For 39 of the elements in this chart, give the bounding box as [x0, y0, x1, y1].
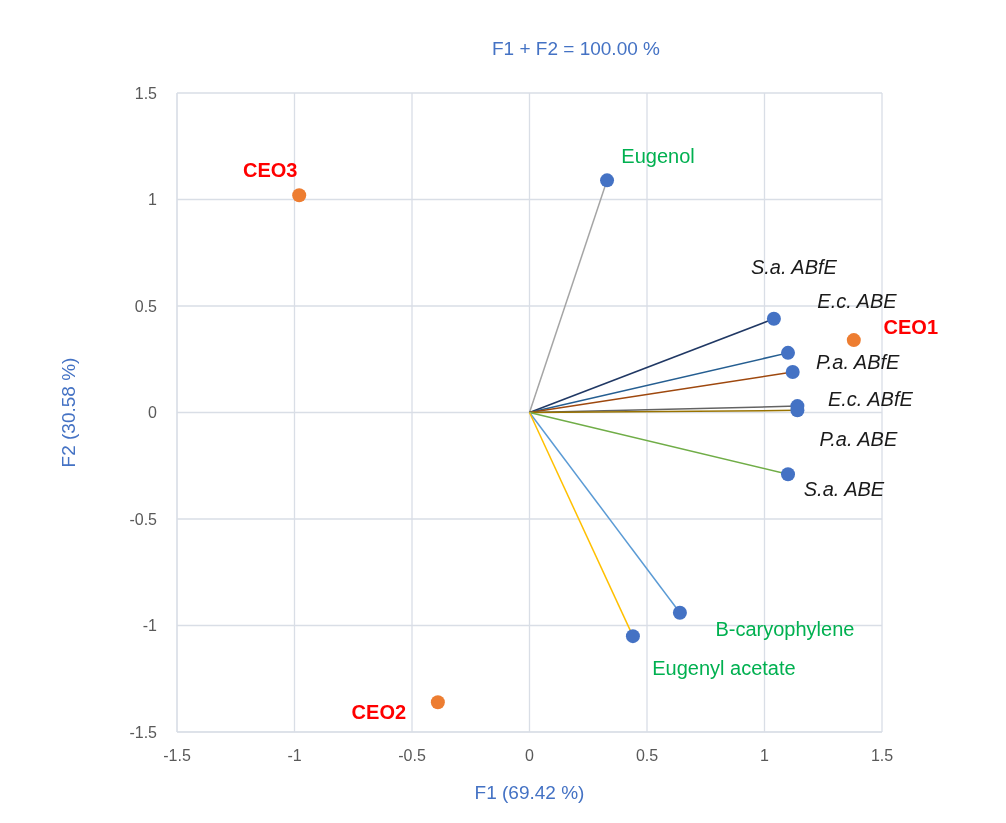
point	[430, 695, 445, 710]
x-tick-label: -0.5	[398, 747, 426, 765]
point	[600, 173, 615, 188]
annotation: CEO1	[883, 316, 939, 339]
y-tick-label: 0.5	[134, 297, 158, 315]
annotation: B-caryophylene	[715, 617, 855, 640]
annotation: Eugenol	[621, 145, 695, 168]
annotation: E.c. ABE	[817, 289, 898, 312]
point	[766, 311, 781, 326]
point	[781, 467, 795, 482]
point	[846, 333, 861, 348]
x-tick-label: 1.5	[870, 747, 894, 765]
y-tick-label: 1.5	[134, 84, 158, 102]
y-tick-label: 1	[148, 191, 158, 209]
point	[292, 188, 307, 203]
point	[781, 345, 795, 360]
x-tick-label: 0	[525, 747, 535, 765]
annotation: E.c. ABfE	[827, 388, 914, 411]
y-tick-label: 0	[148, 404, 158, 422]
annotation: S.a. ABfE	[750, 255, 838, 278]
point	[672, 605, 687, 620]
y-tick-label: -1	[142, 617, 158, 635]
annotation: P.a. ABfE	[816, 351, 901, 374]
point	[625, 629, 640, 644]
annotation: Eugenyl acetate	[652, 657, 796, 680]
y-tick-label: -0.5	[129, 510, 158, 528]
x-axis-title: F1 (69.42 %)	[474, 782, 585, 804]
annotation: CEO3	[242, 159, 298, 182]
y-tick-label: -1.5	[129, 723, 158, 741]
x-tick-label: -1	[287, 747, 302, 765]
x-tick-label: 1	[760, 747, 770, 765]
x-tick-label: -1.5	[163, 747, 191, 765]
x-tick-label: 0.5	[635, 747, 659, 765]
point	[785, 365, 800, 380]
annotation: P.a. ABE	[819, 428, 898, 451]
annotation: CEO2	[351, 701, 407, 724]
annotation: S.a. ABE	[803, 478, 885, 501]
chart-title: F1 + F2 = 100.00 %	[491, 38, 661, 60]
y-axis-title: F2 (30.58 %)	[57, 357, 79, 468]
